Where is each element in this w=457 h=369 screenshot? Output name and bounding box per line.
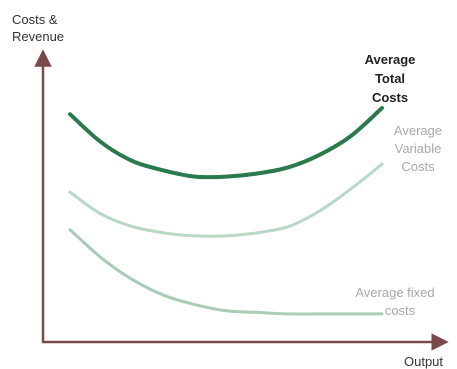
series-label-average-variable-costs-line-2: Variable [395, 141, 442, 156]
series-layer [68, 106, 384, 316]
series-line-average-variable-costs [68, 162, 384, 238]
y-axis-label-line-2: Revenue [12, 29, 64, 44]
x-axis-label: Output [404, 354, 443, 369]
series-label-average-total-costs-line-3: Costs [372, 90, 408, 105]
y-axis-label-line-1: Costs & [12, 12, 58, 27]
series-label-average-fixed-costs-line-2: costs [385, 303, 416, 318]
series-label-average-total-costs-line-2: Total [375, 71, 405, 86]
series-label-average-total-costs-line-1: Average [365, 52, 416, 67]
series-label-average-variable-costs-line-3: Costs [401, 159, 435, 174]
series-line-average-fixed-costs [68, 228, 384, 316]
series-label-average-fixed-costs-line-1: Average fixed [355, 285, 434, 300]
series-label-average-variable-costs-line-1: Average [394, 123, 442, 138]
series-line-average-total-costs [68, 106, 384, 180]
